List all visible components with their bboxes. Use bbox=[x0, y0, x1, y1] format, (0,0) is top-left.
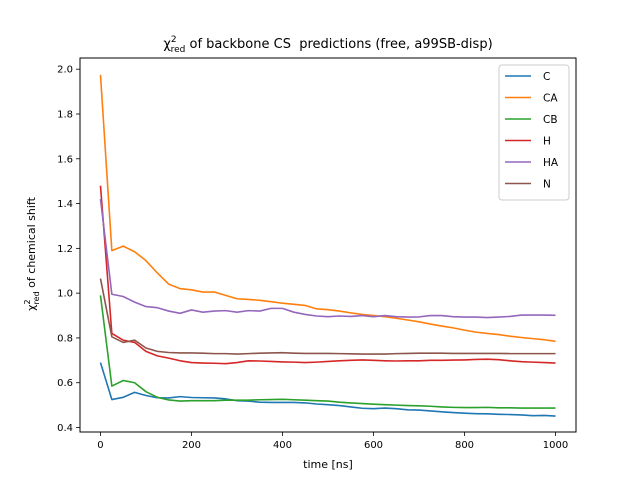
x-tick-label: 200 bbox=[182, 440, 201, 451]
x-axis-label: time [ns] bbox=[303, 458, 353, 471]
legend-label-n: N bbox=[543, 179, 551, 191]
x-tick-label: 1000 bbox=[543, 440, 568, 451]
legend-box bbox=[498, 64, 570, 201]
x-axis: 0 200 400 600 800 1000 bbox=[97, 432, 568, 451]
legend-label-ha: HA bbox=[543, 157, 559, 169]
series-line-ha bbox=[99, 198, 556, 319]
series-line-n bbox=[99, 278, 556, 355]
y-axis: 0.4 0.6 0.8 1.0 1.2 1.4 1.6 1.8 2.0 bbox=[57, 65, 80, 434]
y-tick-label: 0.6 bbox=[57, 378, 73, 389]
x-tick-label: 400 bbox=[273, 440, 292, 451]
y-tick-label: 1.8 bbox=[57, 109, 73, 120]
chart-title: χ2 red of backbone CS predictions (free, … bbox=[163, 35, 492, 55]
y-tick-label: 0.8 bbox=[57, 333, 73, 344]
y-axis-label: χ2red of chemical shift bbox=[23, 196, 41, 311]
legend: C CA CB H HA N bbox=[498, 64, 570, 201]
y-tick-label: 1.2 bbox=[57, 244, 73, 255]
y-tick-label: 2.0 bbox=[57, 65, 73, 76]
legend-label-cb: CB bbox=[543, 114, 558, 126]
x-tick-label: 0 bbox=[97, 440, 103, 451]
y-tick-label: 1.6 bbox=[57, 154, 73, 165]
legend-label-c: C bbox=[543, 71, 550, 83]
y-tick-label: 0.4 bbox=[57, 423, 73, 434]
y-tick-label: 1.0 bbox=[57, 289, 73, 300]
plot-frame bbox=[79, 57, 577, 433]
series-line-cb bbox=[99, 295, 556, 409]
x-tick-label: 800 bbox=[455, 440, 474, 451]
series-line-ca bbox=[99, 74, 556, 343]
legend-label-ca: CA bbox=[543, 93, 558, 105]
legend-label-h: H bbox=[543, 136, 551, 148]
series-line-c bbox=[99, 362, 556, 417]
y-tick-label: 1.4 bbox=[57, 199, 73, 210]
series-line-h bbox=[99, 185, 556, 365]
plot-lines bbox=[99, 74, 556, 417]
x-tick-label: 600 bbox=[364, 440, 383, 451]
